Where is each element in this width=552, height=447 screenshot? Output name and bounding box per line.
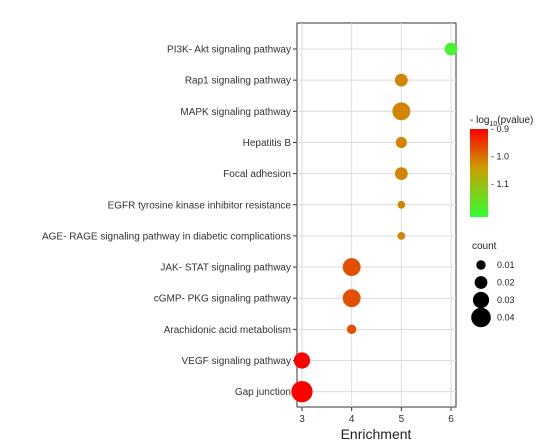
x-tick-label: 3 (299, 414, 305, 425)
data-point (444, 42, 458, 56)
size-legend-label: 0.02 (497, 278, 515, 288)
data-points (291, 42, 458, 403)
color-legend-tick-label: - 1.0 (491, 152, 509, 162)
color-legend-title-prefix: - log (470, 115, 489, 126)
color-legend-tick-label: - 0.9 (491, 124, 509, 134)
category-label: AGE- RAGE signaling pathway in diabetic … (42, 231, 291, 242)
data-point (346, 324, 357, 335)
category-label: MAPK signaling pathway (180, 107, 291, 118)
category-label: EGFR tyrosine kinase inhibitor resistanc… (108, 200, 292, 211)
plot-panel (296, 22, 457, 408)
category-label: JAK- STAT signaling pathway (160, 263, 291, 274)
category-label: Arachidonic acid metabolism (164, 325, 291, 336)
data-point (397, 200, 406, 209)
category-label: Focal adhesion (223, 169, 291, 180)
size-legend-dot (472, 291, 490, 309)
data-point (394, 167, 408, 181)
size-legend-label: 0.03 (497, 295, 515, 305)
size-legend-title: count (472, 241, 497, 252)
data-point (395, 136, 407, 148)
color-legend-title-suffix: (pvalue) (497, 115, 533, 126)
size-legend-label: 0.01 (497, 260, 515, 270)
x-tick-label: 4 (349, 414, 355, 425)
category-label: VEGF signaling pathway (181, 356, 291, 367)
size-legend-label: 0.04 (497, 313, 515, 323)
size-legend: count 0.01 0.02 0.03 0.04 (471, 241, 515, 328)
data-point (392, 102, 411, 121)
category-label: Hepatitis B (243, 138, 292, 149)
data-point (293, 352, 311, 369)
x-axis-ticks: 3 4 5 6 (299, 407, 454, 425)
data-point (394, 73, 408, 87)
size-legend-dot (474, 276, 488, 289)
data-point (342, 289, 361, 308)
color-legend-title: - log10(pvalue) (470, 115, 533, 128)
data-point (397, 232, 406, 240)
color-legend-tick-label: - 1.1 (491, 179, 509, 189)
category-label: Rap1 signaling pathway (185, 76, 291, 87)
x-tick-label: 5 (399, 414, 405, 425)
color-gradient-bar (470, 129, 488, 217)
category-label: cGMP- PKG signaling pathway (154, 294, 291, 305)
size-legend-dot (476, 260, 486, 270)
category-label: Gap junction (235, 387, 291, 398)
category-labels: PI3K- Akt signaling pathway Rap1 signalin… (42, 45, 297, 398)
data-point (291, 381, 313, 403)
size-legend-dot (471, 307, 491, 328)
category-label: PI3K- Akt signaling pathway (167, 45, 291, 56)
color-legend: - log10(pvalue) - 0.9 - 1.0 - 1.1 (470, 115, 533, 217)
x-axis-title: Enrichment (341, 426, 412, 442)
data-point (342, 258, 361, 276)
grid-lines (297, 23, 456, 407)
x-tick-label: 6 (448, 414, 454, 425)
color-legend-title-sub: 10 (489, 121, 497, 128)
